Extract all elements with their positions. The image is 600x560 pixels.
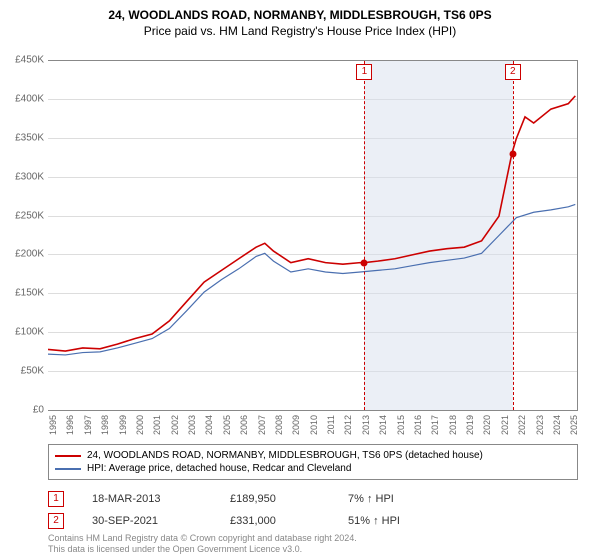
y-tick-label: £350K bbox=[15, 132, 44, 143]
x-tick-label: 2024 bbox=[552, 415, 562, 435]
legend-swatch bbox=[55, 455, 81, 457]
x-tick-label: 2023 bbox=[535, 415, 545, 435]
x-tick-label: 2011 bbox=[326, 415, 336, 434]
x-tick-label: 2009 bbox=[291, 415, 301, 435]
x-tick-label: 2013 bbox=[361, 415, 371, 435]
series-property bbox=[48, 96, 575, 351]
legend-swatch bbox=[55, 468, 81, 470]
x-tick-label: 1997 bbox=[83, 415, 93, 435]
y-tick-label: £50K bbox=[21, 366, 44, 377]
sales-row-date: 30-SEP-2021 bbox=[92, 515, 202, 527]
footer-line-2: This data is licensed under the Open Gov… bbox=[48, 544, 357, 556]
x-tick-label: 2001 bbox=[152, 415, 162, 435]
plot-area: 12 bbox=[48, 60, 578, 410]
x-tick-label: 2025 bbox=[569, 415, 579, 435]
x-tick-label: 2018 bbox=[448, 415, 458, 435]
x-tick-label: 2002 bbox=[170, 415, 180, 435]
y-tick-label: £450K bbox=[15, 55, 44, 66]
x-axis: 1995 1996 1997 1998 1999 2000 2001 2002 2003 2004… bbox=[48, 410, 578, 440]
x-tick-label: 2004 bbox=[204, 415, 214, 435]
y-tick-label: £100K bbox=[15, 327, 44, 338]
y-tick-label: £300K bbox=[15, 171, 44, 182]
x-tick-label: 2022 bbox=[517, 415, 527, 435]
x-tick-label: 1999 bbox=[118, 415, 128, 435]
sales-row-price: £189,950 bbox=[230, 493, 320, 505]
x-tick-label: 2003 bbox=[187, 415, 197, 435]
sales-row-marker: 2 bbox=[48, 513, 64, 529]
sale-point-icon bbox=[509, 150, 516, 157]
sales-row: 2 30-SEP-2021 £331,000 51% ↑ HPI bbox=[48, 510, 400, 532]
sales-row-price: £331,000 bbox=[230, 515, 320, 527]
y-tick-label: £250K bbox=[15, 210, 44, 221]
line-series bbox=[48, 61, 577, 410]
y-axis: £0£50K£100K£150K£200K£250K£300K£350K£400… bbox=[0, 60, 48, 410]
x-tick-label: 2005 bbox=[222, 415, 232, 435]
x-tick-label: 2016 bbox=[413, 415, 423, 435]
sales-row-delta: 7% ↑ HPI bbox=[348, 493, 394, 505]
chart-subtitle: Price paid vs. HM Land Registry's House … bbox=[0, 22, 600, 46]
x-tick-label: 2006 bbox=[239, 415, 249, 435]
sale-marker-box: 2 bbox=[505, 64, 521, 80]
y-tick-label: £400K bbox=[15, 93, 44, 104]
x-tick-label: 2015 bbox=[396, 415, 406, 435]
x-tick-label: 2010 bbox=[309, 415, 319, 435]
y-tick-label: £150K bbox=[15, 288, 44, 299]
legend-label: 24, WOODLANDS ROAD, NORMANBY, MIDDLESBRO… bbox=[87, 450, 483, 461]
x-tick-label: 1996 bbox=[65, 415, 75, 435]
x-tick-label: 2017 bbox=[430, 415, 440, 435]
x-tick-label: 2000 bbox=[135, 415, 145, 435]
sales-row-marker: 1 bbox=[48, 491, 64, 507]
sales-table: 1 18-MAR-2013 £189,950 7% ↑ HPI 2 30-SEP-2021… bbox=[48, 488, 400, 532]
sale-vline bbox=[364, 61, 365, 410]
legend-label: HPI: Average price, detached house, Redc… bbox=[87, 463, 351, 474]
sale-marker-box: 1 bbox=[356, 64, 372, 80]
footer-line-1: Contains HM Land Registry data © Crown c… bbox=[48, 533, 357, 545]
sale-point-icon bbox=[361, 260, 368, 267]
x-tick-label: 2014 bbox=[378, 415, 388, 435]
sales-row-date: 18-MAR-2013 bbox=[92, 493, 202, 505]
legend-row: 24, WOODLANDS ROAD, NORMANBY, MIDDLESBRO… bbox=[55, 449, 571, 462]
x-tick-label: 2008 bbox=[274, 415, 284, 435]
x-tick-label: 1995 bbox=[48, 415, 58, 435]
x-tick-label: 2020 bbox=[482, 415, 492, 435]
sales-row-delta: 51% ↑ HPI bbox=[348, 515, 400, 527]
x-tick-label: 2019 bbox=[465, 415, 475, 435]
chart-container: 24, WOODLANDS ROAD, NORMANBY, MIDDLESBRO… bbox=[0, 0, 600, 560]
legend-row: HPI: Average price, detached house, Redc… bbox=[55, 462, 571, 475]
x-tick-label: 2012 bbox=[343, 415, 353, 435]
chart-title: 24, WOODLANDS ROAD, NORMANBY, MIDDLESBRO… bbox=[0, 0, 600, 22]
y-tick-label: £0 bbox=[33, 405, 44, 416]
x-tick-label: 2021 bbox=[500, 415, 510, 435]
sale-vline bbox=[513, 61, 514, 410]
series-hpi bbox=[48, 204, 575, 354]
x-tick-label: 1998 bbox=[100, 415, 110, 435]
y-tick-label: £200K bbox=[15, 249, 44, 260]
legend: 24, WOODLANDS ROAD, NORMANBY, MIDDLESBRO… bbox=[48, 444, 578, 480]
footer-attribution: Contains HM Land Registry data © Crown c… bbox=[48, 533, 357, 556]
sales-row: 1 18-MAR-2013 £189,950 7% ↑ HPI bbox=[48, 488, 400, 510]
x-tick-label: 2007 bbox=[257, 415, 267, 435]
